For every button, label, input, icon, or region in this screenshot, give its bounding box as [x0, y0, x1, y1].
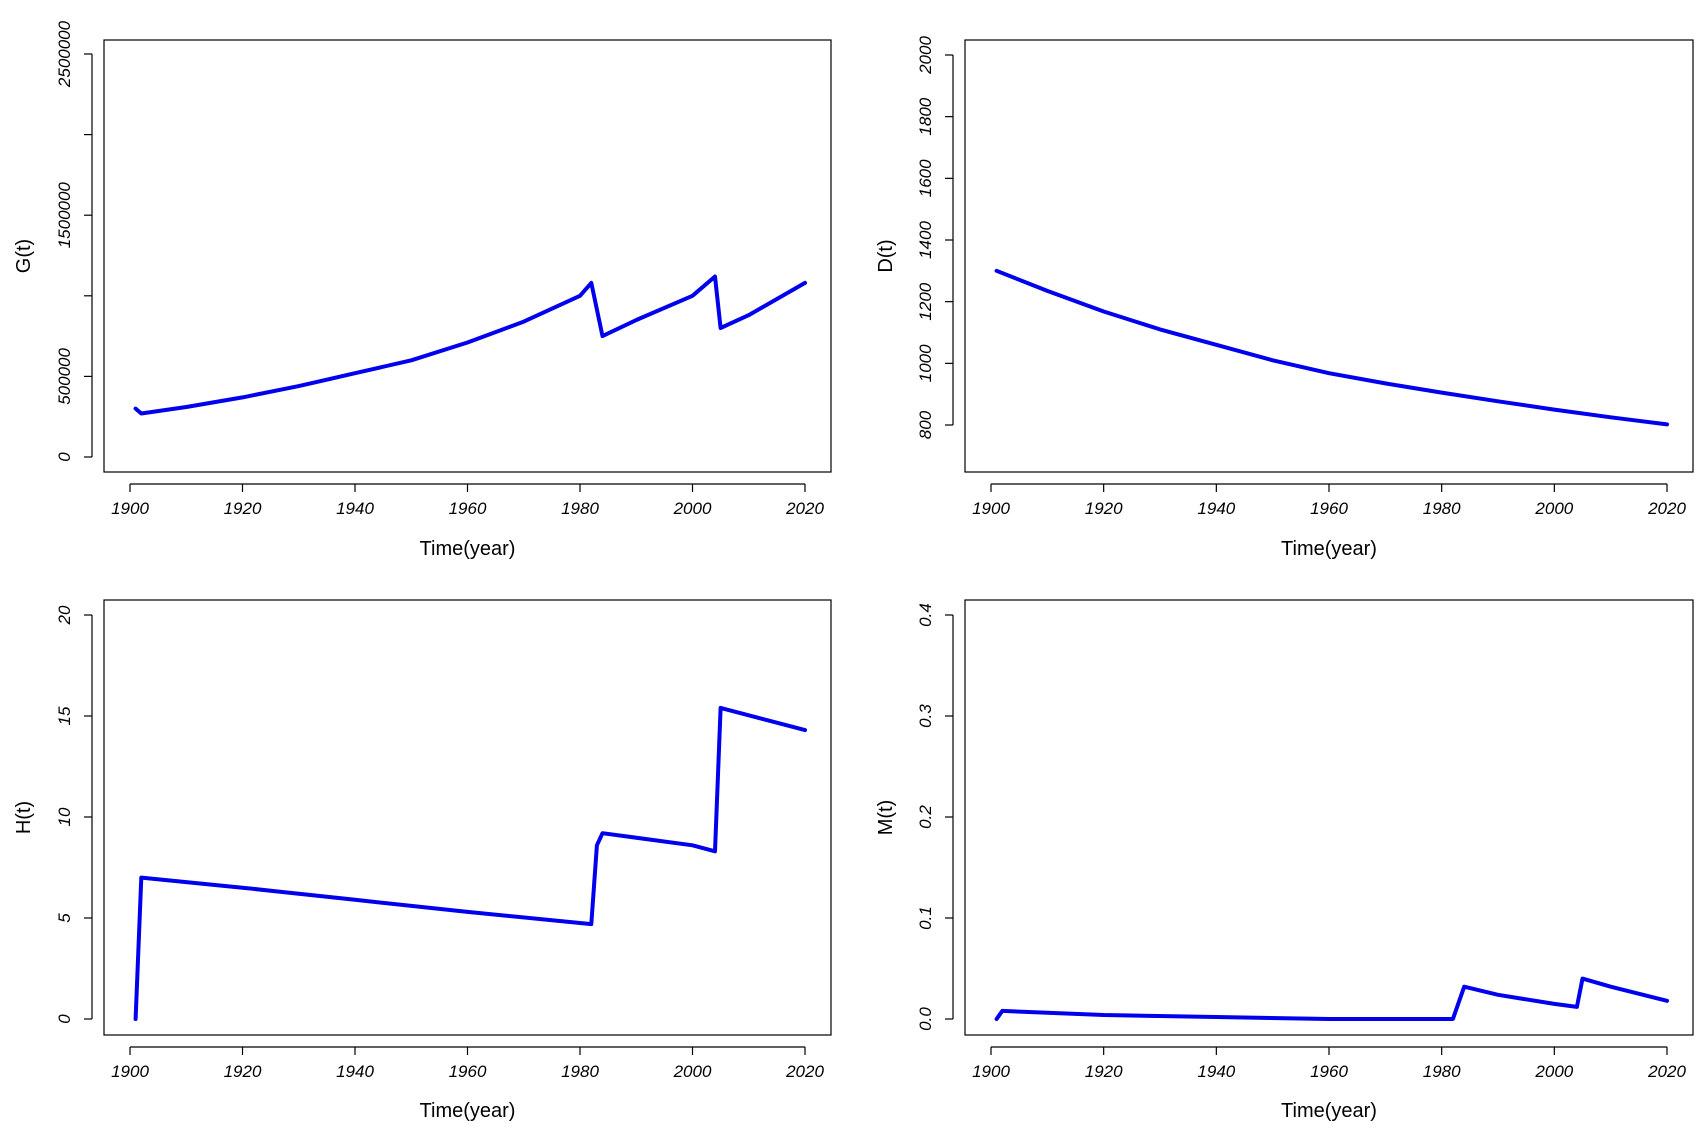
y-tick-label: 1400 — [916, 221, 935, 259]
y-tick-label: 1600 — [916, 159, 935, 197]
y-axis-title: H(t) — [13, 801, 35, 834]
x-tick-label: 1980 — [561, 499, 599, 518]
x-axis-title: Time(year) — [1281, 538, 1377, 560]
x-tick-label: 1960 — [1310, 1062, 1348, 1081]
x-tick-label: 1900 — [972, 499, 1010, 518]
y-tick-label: 1500000 — [55, 182, 74, 249]
series-line-mt — [994, 976, 1669, 1021]
x-tick-label: 2020 — [1647, 499, 1686, 518]
panel-gt: 1900 1920 1940 1960 1980 2000 2020 0 500000 15000… — [13, 20, 832, 560]
y-axis-title: M(t) — [875, 800, 897, 836]
y-axis-title: D(t) — [875, 239, 897, 272]
panel-ht: 1900 1920 1940 1960 1980 2000 2020 0 5 10 15 20 Time… — [13, 599, 832, 1122]
x-tick-label: 1940 — [1197, 1062, 1235, 1081]
x-tick-label: 1920 — [1085, 1062, 1123, 1081]
panel-mt: 1900 1920 1940 1960 1980 2000 2020 0.0 0.1 0.2 0.3… — [875, 599, 1694, 1122]
y-tick-label: 800 — [916, 410, 935, 439]
y-tick-label: 2500000 — [55, 20, 74, 88]
x-tick-label: 1940 — [336, 499, 374, 518]
plot-frame — [964, 599, 1694, 1036]
x-tick-label: 2020 — [785, 1062, 824, 1081]
plot-frame — [103, 599, 832, 1036]
plot-frame — [964, 39, 1694, 473]
x-tick-label: 1980 — [1423, 499, 1461, 518]
y-tick-label: 0 — [55, 1014, 74, 1024]
x-tick-label: 1900 — [111, 499, 149, 518]
y-tick-label: 1000 — [916, 344, 935, 382]
x-tick-label: 2000 — [673, 1062, 712, 1081]
y-tick-label: 2000 — [916, 36, 935, 75]
x-tick-label: 2020 — [1647, 1062, 1686, 1081]
y-tick-label: 10 — [55, 807, 74, 826]
series-line-ht — [133, 705, 807, 1021]
x-tick-label: 2000 — [673, 499, 712, 518]
y-tick-label: 500000 — [55, 347, 74, 404]
panel-dt: 1900 1920 1940 1960 1980 2000 2020 800 1000 1200 1… — [875, 36, 1694, 560]
y-tick-label: 1800 — [916, 97, 935, 135]
y-axis-title: G(t) — [13, 239, 35, 273]
y-tick-label: 0 — [55, 452, 74, 462]
x-tick-label: 1960 — [449, 499, 487, 518]
x-tick-label: 2020 — [785, 499, 824, 518]
x-tick-label: 1980 — [1423, 1062, 1461, 1081]
series-line-dt — [994, 268, 1669, 427]
y-tick-label: 1200 — [916, 282, 935, 320]
x-tick-label: 1920 — [1085, 499, 1123, 518]
x-axis-title: Time(year) — [420, 538, 516, 560]
x-axis-title: Time(year) — [1281, 1100, 1377, 1122]
y-tick-label: 0.4 — [916, 603, 935, 627]
plot-frame — [103, 39, 832, 473]
series-line-gt — [133, 274, 807, 416]
x-tick-label: 1920 — [224, 499, 262, 518]
y-tick-label: 20 — [55, 605, 74, 625]
x-tick-label: 1940 — [1197, 499, 1235, 518]
y-tick-label: 0.0 — [916, 1007, 935, 1031]
x-tick-label: 1960 — [1310, 499, 1348, 518]
y-tick-label: 0.2 — [916, 805, 935, 829]
x-tick-label: 1900 — [972, 1062, 1010, 1081]
y-tick-label: 15 — [55, 706, 74, 725]
x-axis-title: Time(year) — [420, 1100, 516, 1122]
x-tick-label: 1960 — [449, 1062, 487, 1081]
y-tick-label: 0.3 — [916, 704, 935, 728]
y-tick-label: 0.1 — [916, 906, 935, 930]
x-tick-label: 1940 — [336, 1062, 374, 1081]
x-tick-label: 2000 — [1534, 1062, 1573, 1081]
x-tick-label: 1900 — [111, 1062, 149, 1081]
x-tick-label: 1980 — [561, 1062, 599, 1081]
y-tick-label: 5 — [55, 913, 74, 923]
x-tick-label: 1920 — [224, 1062, 262, 1081]
x-tick-label: 2000 — [1534, 499, 1573, 518]
